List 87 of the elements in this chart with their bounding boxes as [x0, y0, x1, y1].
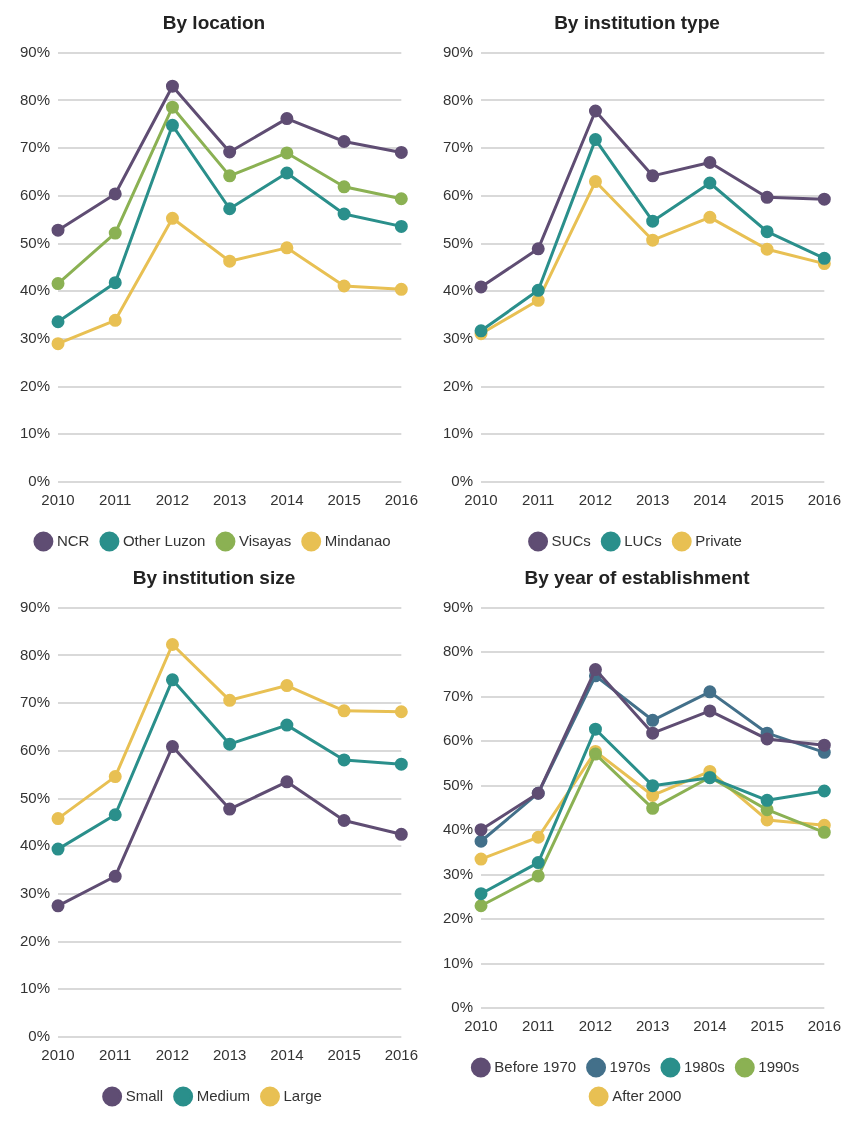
y-tick-label: 60% — [19, 186, 51, 204]
y-tick-label: 30% — [19, 884, 51, 902]
y-tick-label: 20% — [19, 376, 51, 394]
x-tick-label: 2015 — [750, 491, 784, 509]
y-tick-label: 90% — [442, 42, 474, 60]
y-tick-label: 80% — [442, 90, 474, 108]
y-tick-label: 20% — [19, 931, 51, 949]
x-tick-label: 2013 — [635, 491, 670, 509]
x-tick-label: 2011 — [522, 1017, 555, 1035]
x-tick-label: 2016 — [807, 491, 841, 509]
y-tick-label: 40% — [442, 820, 474, 838]
legend-label: Mindanao — [324, 531, 391, 549]
y-tick-label: 60% — [19, 741, 51, 759]
y-tick-label: 10% — [19, 424, 51, 442]
x-tick-label: 2010 — [41, 491, 75, 509]
y-tick-label: 50% — [19, 788, 51, 806]
legend-label: 1990s — [758, 1057, 800, 1075]
x-tick-label: 2013 — [635, 1017, 670, 1035]
y-tick-label: 0% — [451, 998, 474, 1016]
y-tick-label: 30% — [442, 864, 474, 882]
y-tick-label: 70% — [19, 138, 51, 156]
y-tick-label: 20% — [442, 909, 474, 927]
y-tick-label: 90% — [19, 42, 51, 60]
y-tick-label: 40% — [442, 281, 474, 299]
y-tick-label: 70% — [442, 686, 474, 704]
y-tick-label: 50% — [442, 233, 474, 251]
legend-label: Other Luzon — [122, 531, 206, 549]
y-tick-label: 30% — [19, 329, 51, 347]
x-tick-label: 2010 — [464, 1017, 498, 1035]
chart-title: By location — [162, 11, 266, 33]
y-tick-label: 70% — [19, 693, 51, 711]
y-tick-label: 0% — [28, 472, 51, 490]
y-tick-label: 70% — [442, 138, 474, 156]
legend-label: Medium — [196, 1086, 251, 1104]
legend-label: After 2000 — [612, 1086, 682, 1104]
legend-label: Before 1970 — [494, 1057, 577, 1075]
x-tick-label: 2011 — [99, 491, 132, 509]
legend-label: Visayas — [238, 531, 292, 549]
y-tick-label: 0% — [28, 1027, 51, 1045]
x-tick-label: 2015 — [750, 1017, 784, 1035]
x-tick-label: 2010 — [41, 1046, 75, 1064]
x-tick-label: 2014 — [693, 1017, 727, 1035]
legend-label: 1970s — [609, 1057, 651, 1075]
x-tick-label: 2010 — [464, 491, 498, 509]
y-tick-label: 80% — [19, 90, 51, 108]
chart-title: By institution size — [132, 566, 296, 588]
legend-label: Large — [283, 1086, 322, 1104]
legend-label: Private — [695, 531, 742, 549]
y-tick-label: 10% — [19, 979, 51, 997]
legend-label: NCR — [56, 531, 90, 549]
legend-label: SUCs — [551, 531, 591, 549]
x-tick-label: 2012 — [155, 1046, 190, 1064]
x-tick-label: 2014 — [270, 491, 304, 509]
x-tick-label: 2016 — [384, 491, 418, 509]
legend-label: 1980s — [683, 1057, 725, 1075]
legend-label: Small — [125, 1086, 164, 1104]
y-tick-label: 40% — [19, 836, 51, 854]
y-tick-label: 90% — [19, 597, 51, 615]
y-tick-label: 80% — [19, 645, 51, 663]
y-tick-label: 50% — [442, 775, 474, 793]
y-tick-label: 50% — [19, 233, 51, 251]
y-tick-label: 60% — [442, 186, 474, 204]
x-tick-label: 2012 — [578, 491, 613, 509]
x-tick-label: 2016 — [384, 1046, 418, 1064]
y-tick-label: 80% — [442, 642, 474, 660]
x-tick-label: 2013 — [212, 1046, 247, 1064]
x-tick-label: 2016 — [807, 1017, 841, 1035]
y-tick-label: 0% — [451, 472, 474, 490]
legend-label: LUCs — [624, 531, 662, 549]
x-tick-label: 2014 — [693, 491, 727, 509]
y-tick-label: 10% — [442, 953, 474, 971]
x-tick-label: 2012 — [155, 491, 190, 509]
x-tick-label: 2015 — [327, 491, 361, 509]
y-tick-label: 20% — [442, 376, 474, 394]
y-tick-label: 90% — [442, 597, 474, 615]
x-tick-label: 2014 — [270, 1046, 304, 1064]
x-tick-label: 2012 — [578, 1017, 613, 1035]
x-tick-label: 2015 — [327, 1046, 361, 1064]
x-tick-label: 2013 — [212, 491, 247, 509]
chart-title: By institution type — [554, 11, 720, 33]
x-tick-label: 2011 — [522, 491, 555, 509]
y-tick-label: 10% — [442, 424, 474, 442]
y-tick-label: 30% — [442, 329, 474, 347]
chart-title: By year of establishment — [524, 566, 751, 588]
x-tick-label: 2011 — [99, 1046, 132, 1064]
y-tick-label: 60% — [442, 731, 474, 749]
y-tick-label: 40% — [19, 281, 51, 299]
